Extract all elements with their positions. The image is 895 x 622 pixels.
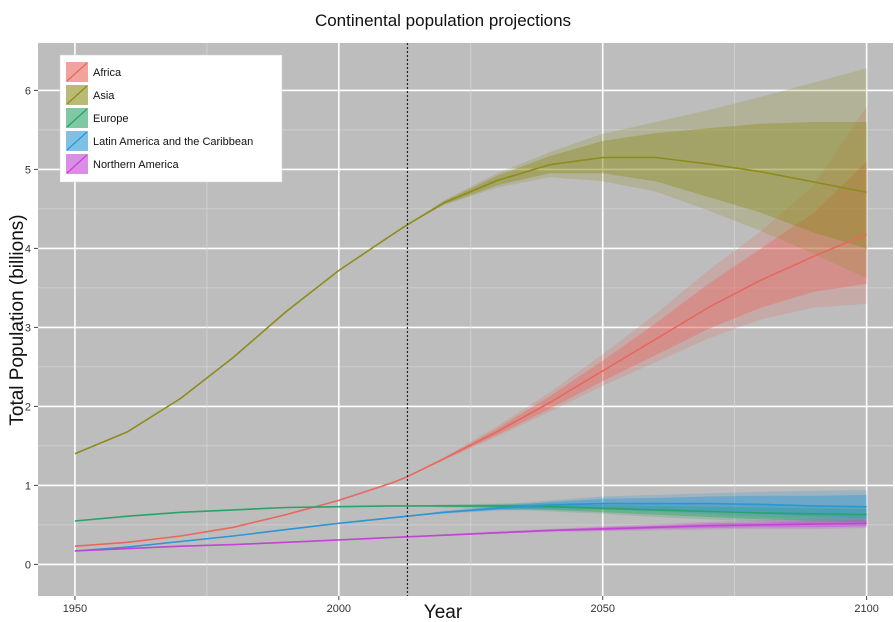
y-tick-label-0: 0 bbox=[25, 559, 31, 571]
x-tick-label-1950: 1950 bbox=[63, 603, 87, 615]
asia-line bbox=[74, 156, 867, 455]
latin-america-and-the-caribbean-line bbox=[74, 502, 867, 552]
europe-band95-area bbox=[407, 502, 867, 526]
africa-line bbox=[74, 233, 867, 547]
y-axis-label: Total Population (billions) bbox=[7, 214, 28, 425]
y-tick-label-1: 1 bbox=[25, 480, 31, 492]
chart-title: Continental population projections bbox=[315, 11, 571, 30]
x-axis-label: Year bbox=[424, 602, 463, 622]
legend-label-latin-america-and-the-caribbean: Latin America and the Caribbean bbox=[93, 136, 253, 148]
legend-key-line-latin-america-and-the-caribbean bbox=[66, 131, 88, 151]
asia-band95-area bbox=[407, 68, 867, 279]
latin-america-and-the-caribbean-band95-area bbox=[407, 490, 867, 522]
series-lines bbox=[74, 156, 867, 552]
legend-key-line-europe bbox=[66, 108, 88, 128]
legend-key-line-northern-america bbox=[66, 154, 88, 174]
legend: Africa Asia Europe Latin America and the Ca… bbox=[59, 54, 283, 183]
x-tick-label-2050: 2050 bbox=[590, 603, 614, 615]
y-tick-label-3: 3 bbox=[25, 322, 31, 334]
legend-label-africa: Africa bbox=[93, 67, 122, 79]
y-tick-label-6: 6 bbox=[25, 85, 31, 97]
legend-key-line-africa bbox=[66, 62, 88, 82]
y-tick-label-5: 5 bbox=[25, 164, 31, 176]
x-tick-label-2100: 2100 bbox=[854, 603, 878, 615]
legend-key-line-asia bbox=[66, 85, 88, 105]
asia-band80-area bbox=[407, 122, 867, 249]
grid-lines bbox=[38, 43, 893, 596]
legend-box bbox=[59, 54, 283, 183]
legend-label-asia: Asia bbox=[93, 90, 115, 102]
europe-line bbox=[74, 505, 867, 522]
africa-band95-area bbox=[407, 106, 867, 477]
europe-band80-area bbox=[407, 504, 867, 523]
legend-label-northern-america: Northern America bbox=[93, 159, 179, 171]
axis-ticks: 0 1 2 3 4 5 6 1950 2000 2050 2100 bbox=[25, 85, 879, 615]
y-tick-label-4: 4 bbox=[25, 243, 31, 255]
x-tick-label-2000: 2000 bbox=[327, 603, 351, 615]
northern-america-line bbox=[74, 522, 867, 552]
y-tick-label-2: 2 bbox=[25, 401, 31, 413]
legend-label-europe: Europe bbox=[93, 113, 128, 125]
